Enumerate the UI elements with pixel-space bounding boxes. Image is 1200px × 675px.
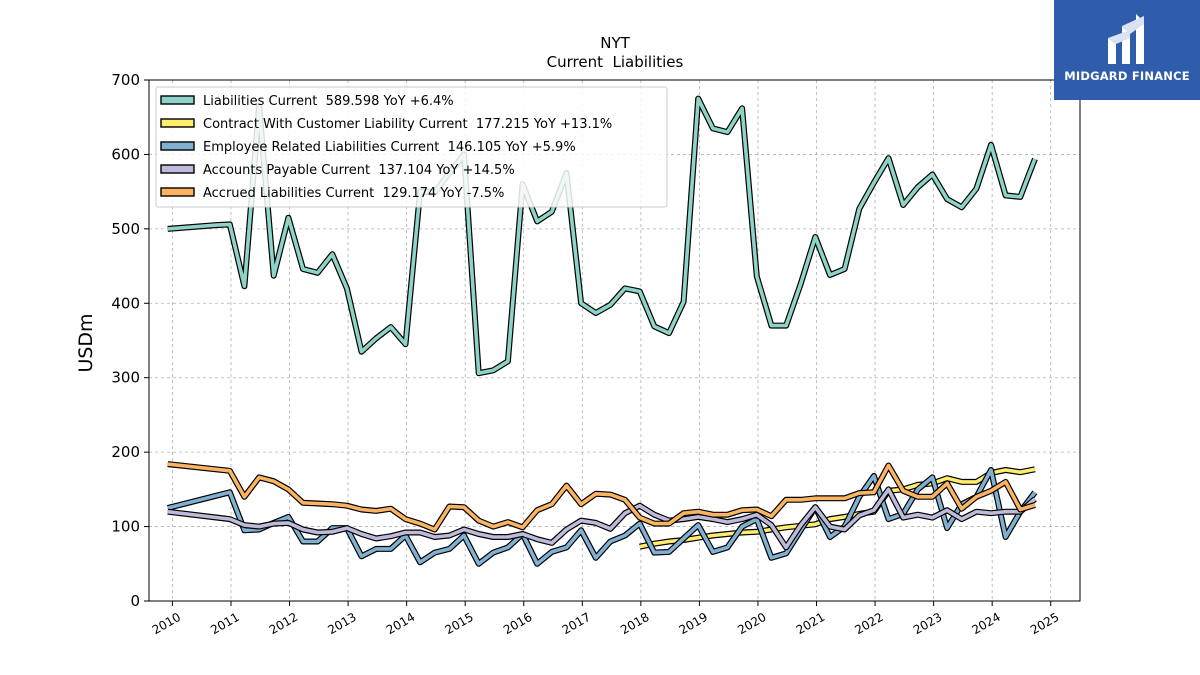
legend-label: Accrued Liabilities Current 129.174 YoY … bbox=[203, 186, 504, 201]
x-tick-label: 2023 bbox=[911, 610, 944, 637]
legend-label: Contract With Customer Liability Current… bbox=[203, 117, 612, 132]
series-layer bbox=[166, 95, 1038, 567]
y-tick-label: 500 bbox=[111, 220, 140, 238]
legend-label: Employee Related Liabilities Current 146… bbox=[203, 140, 576, 155]
x-tick-label: 2025 bbox=[1028, 610, 1061, 637]
series-line bbox=[167, 96, 1037, 375]
chart-title: NYT bbox=[600, 34, 630, 52]
x-tick-label: 2011 bbox=[208, 610, 241, 637]
legend-swatch bbox=[160, 95, 195, 105]
legend-swatch bbox=[160, 118, 195, 128]
y-tick-label: 600 bbox=[111, 145, 140, 163]
y-tick-label: 300 bbox=[111, 369, 140, 387]
x-tick-label: 2015 bbox=[442, 610, 475, 637]
y-tick-label: 0 bbox=[130, 592, 140, 610]
x-tick-label: 2016 bbox=[501, 610, 534, 637]
plot-frame bbox=[148, 79, 1081, 602]
brand-logo: MIDGARD FINANCE bbox=[1054, 0, 1200, 100]
series-line bbox=[167, 462, 1036, 532]
legend-label: Liabilities Current 589.598 YoY +6.4% bbox=[203, 94, 454, 109]
chart-subtitle: Current Liabilities bbox=[547, 53, 684, 71]
x-tick-label: 2021 bbox=[794, 610, 827, 637]
x-tick-label: 2020 bbox=[735, 610, 768, 637]
x-tick-label: 2012 bbox=[267, 610, 300, 637]
series-line bbox=[167, 487, 1037, 550]
x-tick-label: 2017 bbox=[560, 610, 593, 637]
midgard-logo-mark-icon bbox=[1108, 14, 1144, 64]
legend-swatch bbox=[160, 141, 195, 151]
y-tick-label: 200 bbox=[111, 443, 140, 461]
legend-swatch bbox=[160, 164, 195, 174]
legend-label: Accounts Payable Current 137.104 YoY +14… bbox=[203, 163, 515, 178]
x-tick-label: 2024 bbox=[969, 610, 1002, 637]
y-tick-label: 100 bbox=[111, 518, 140, 536]
x-tick-label: 2022 bbox=[852, 610, 885, 637]
legend: Liabilities Current 589.598 YoY +6.4% Con… bbox=[155, 86, 668, 208]
x-tick-label: 2010 bbox=[150, 610, 183, 637]
x-tick-label: 2018 bbox=[618, 610, 651, 637]
y-tick-label: 400 bbox=[111, 294, 140, 312]
x-tick-label: 2014 bbox=[384, 610, 417, 637]
brand-name: MIDGARD FINANCE bbox=[1064, 69, 1190, 83]
series-line bbox=[167, 468, 1037, 566]
legend-swatch bbox=[160, 187, 195, 197]
y-tick-label: 700 bbox=[111, 71, 140, 89]
x-tick-label: 2019 bbox=[677, 610, 710, 637]
y-axis-label: USDm bbox=[75, 313, 97, 372]
legend-box bbox=[155, 86, 668, 208]
x-tick-label: 2013 bbox=[325, 610, 358, 637]
